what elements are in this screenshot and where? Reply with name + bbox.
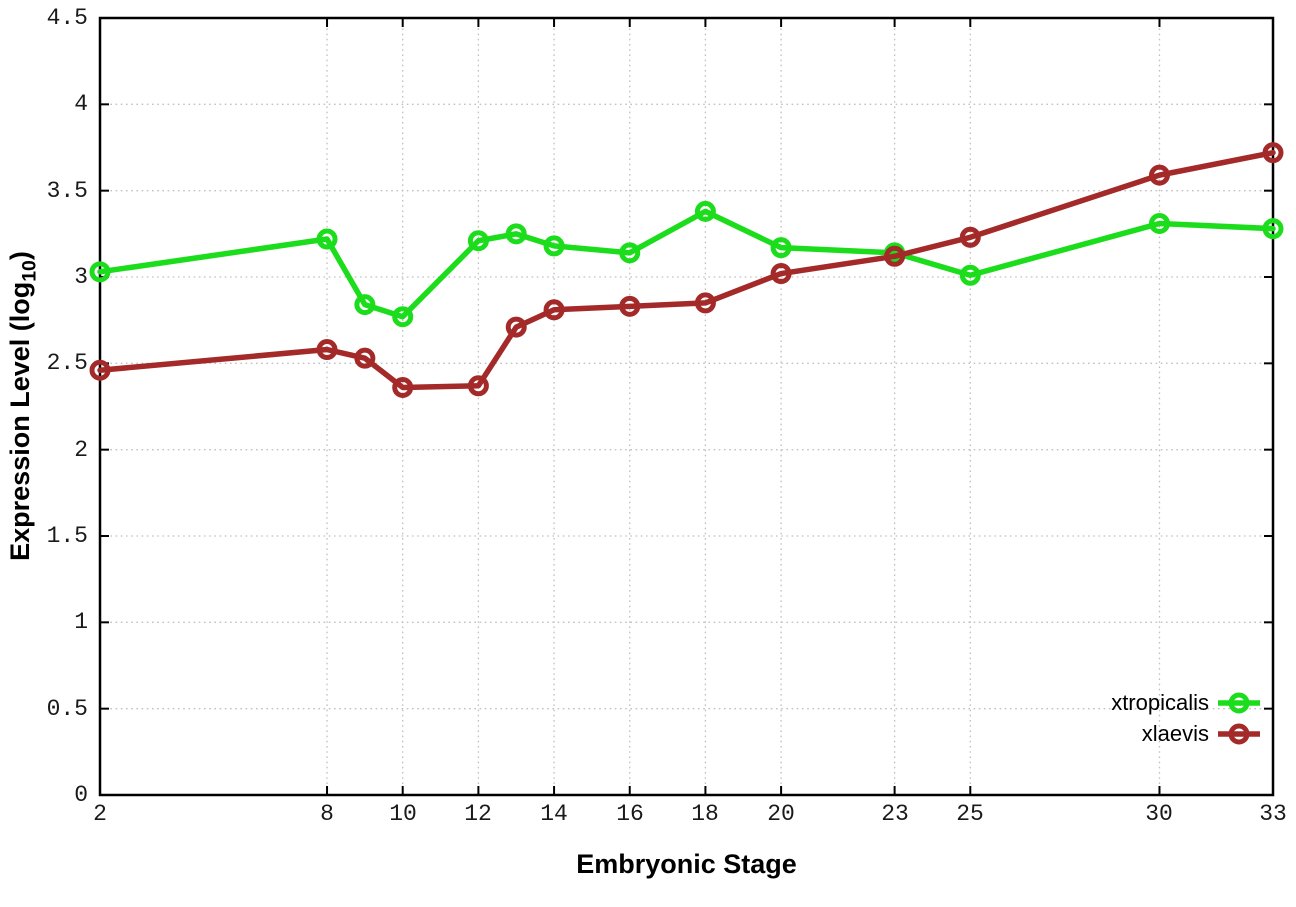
x-tick-label: 30: [1145, 801, 1173, 827]
data-point-xtropicalis-stage-14: [543, 235, 565, 257]
y-tick-label: 2.5: [46, 350, 88, 376]
data-point-xlaevis-stage-10: [392, 377, 414, 399]
legend-label-xtropicalis: xtropicalis: [1111, 689, 1209, 715]
y-tick-label: 3: [74, 264, 88, 290]
data-point-xtropicalis-stage-2: [89, 261, 111, 283]
y-tick-label: 1: [74, 609, 88, 635]
x-tick-label: 10: [389, 801, 417, 827]
data-point-xtropicalis-stage-8: [316, 228, 338, 250]
y-axis-title: Expression Level (log10): [5, 6, 49, 806]
data-point-xtropicalis-stage-25: [959, 264, 981, 286]
y-tick-label: 0: [74, 782, 88, 808]
data-point-xlaevis-stage-23: [884, 245, 906, 267]
legend-item-xlaevis: xlaevis: [1142, 719, 1260, 748]
legend-item-xtropicalis: xtropicalis: [1111, 688, 1260, 717]
y-tick-label: 0.5: [46, 696, 88, 722]
legend-marker-xtropicalis-icon: [1218, 692, 1260, 713]
data-point-xlaevis-stage-14: [543, 299, 565, 321]
data-point-xtropicalis-stage-33: [1262, 218, 1284, 240]
x-tick-label: 25: [956, 801, 984, 827]
data-point-xlaevis-stage-16: [619, 295, 641, 317]
data-point-xtropicalis-stage-10: [392, 306, 414, 328]
data-point-xlaevis-stage-20: [770, 263, 792, 285]
data-point-xtropicalis-stage-30: [1148, 212, 1170, 234]
data-point-xlaevis-stage-13: [505, 316, 527, 338]
data-point-xlaevis-stage-8: [316, 339, 338, 361]
data-point-xlaevis-stage-30: [1148, 164, 1170, 186]
legend: xtropicalis xlaevis: [1111, 688, 1260, 748]
data-point-xlaevis-stage-25: [959, 226, 981, 248]
series-line-xlaevis: [97, 149, 1276, 391]
x-axis-title: Embryonic Stage: [576, 849, 797, 879]
x-tick-label: 23: [881, 801, 909, 827]
legend-marker-xlaevis-icon: [1218, 723, 1260, 744]
x-tick-label: 14: [540, 801, 568, 827]
data-point-xtropicalis-stage-12: [467, 230, 489, 252]
series-line-xtropicalis: [97, 208, 1276, 320]
data-point-xlaevis-stage-9: [354, 347, 376, 369]
legend-label-xlaevis: xlaevis: [1141, 720, 1209, 746]
x-tick-label: 33: [1259, 801, 1287, 827]
data-point-xtropicalis-stage-13: [505, 223, 527, 245]
data-point-xtropicalis-stage-18: [694, 200, 716, 222]
data-point-xtropicalis-stage-20: [770, 237, 792, 259]
y-tick-label: 3.5: [46, 178, 88, 204]
y-tick-label: 4: [74, 91, 88, 117]
y-tick-label: 1.5: [46, 523, 88, 549]
x-tick-label: 20: [767, 801, 795, 827]
x-tick-label: 12: [464, 801, 492, 827]
y-axis-title-text: Expression Level (log: [5, 281, 35, 561]
x-tick-label: 16: [616, 801, 644, 827]
y-tick-label: 2: [74, 437, 88, 463]
x-tick-label: 8: [320, 801, 334, 827]
data-point-xlaevis-stage-12: [467, 375, 489, 397]
y-tick-label: 4.5: [46, 5, 88, 31]
data-point-xlaevis-stage-18: [694, 292, 716, 314]
data-point-xtropicalis-stage-16: [619, 242, 641, 264]
data-point-xtropicalis-stage-9: [354, 294, 376, 316]
x-tick-label: 2: [93, 801, 107, 827]
y-axis-title-close: ): [5, 251, 35, 261]
data-point-xlaevis-stage-2: [89, 359, 111, 381]
plot-frame: [98, 16, 1275, 797]
x-tick-label: 18: [691, 801, 719, 827]
data-point-xlaevis-stage-33: [1262, 142, 1284, 164]
